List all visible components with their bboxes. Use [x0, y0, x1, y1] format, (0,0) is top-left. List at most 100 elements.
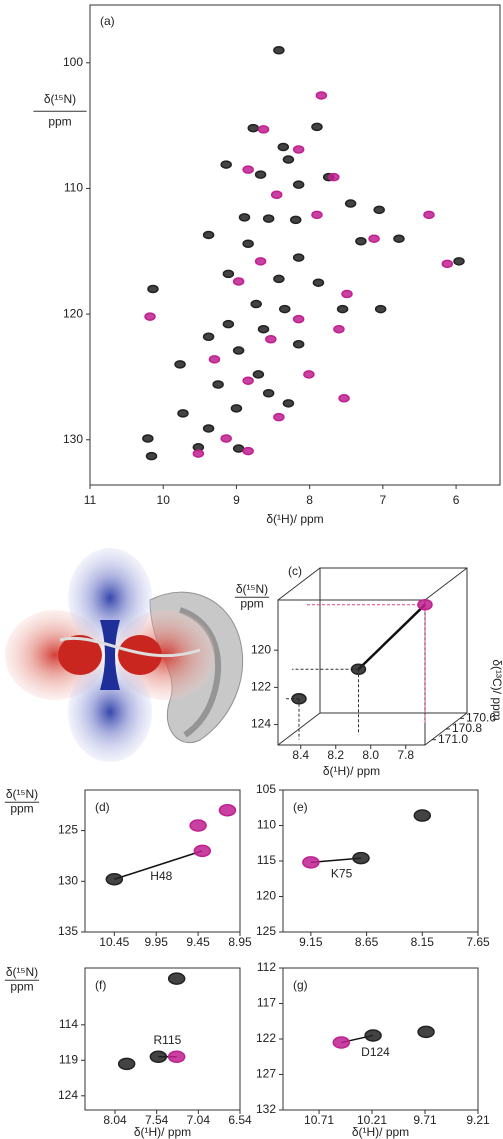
y-tick-label: 105 — [256, 782, 276, 796]
frame — [89, 4, 501, 486]
y-tick-label: 100 — [63, 55, 83, 69]
x-tick-label: 8 — [306, 493, 313, 507]
peak — [292, 253, 305, 262]
peak — [292, 145, 305, 154]
peak — [417, 598, 433, 611]
peak — [222, 319, 235, 329]
y-tick-label: 115 — [257, 853, 276, 867]
x-tick-label: 7.54 — [145, 1113, 169, 1127]
z-tick-label: 171.0 — [438, 732, 468, 746]
peak — [220, 434, 232, 443]
peak — [453, 257, 465, 266]
shift-link — [357, 603, 426, 671]
peak — [374, 304, 387, 314]
x-tick-label: 7.8 — [397, 748, 414, 762]
peak — [167, 1050, 186, 1063]
x-tick-label: 10.21 — [357, 1113, 387, 1127]
x-tick-label: 8.65 — [355, 935, 379, 949]
peak — [232, 277, 245, 286]
peak — [368, 234, 380, 243]
frame — [282, 967, 479, 1111]
peak — [344, 199, 357, 208]
peak — [212, 380, 224, 389]
peak — [202, 424, 215, 433]
peak — [247, 123, 260, 133]
peak — [177, 409, 189, 418]
peak — [144, 312, 156, 321]
y-tick-label: 124 — [251, 717, 271, 731]
x-axis-label: δ(¹H)/ ppm — [352, 1125, 409, 1139]
cube-edge — [424, 567, 468, 601]
peak — [149, 1050, 168, 1063]
peak — [193, 844, 212, 858]
peak — [250, 299, 262, 309]
y-tick-label: 127 — [256, 1067, 276, 1081]
peak — [364, 1029, 382, 1042]
peak — [270, 190, 283, 199]
x-tick-label: 9.95 — [145, 935, 169, 949]
annotation: D124 — [361, 1045, 390, 1059]
peak — [262, 389, 275, 398]
y-axis-label: δ(¹⁵N) — [236, 582, 268, 596]
peak — [189, 819, 207, 832]
y-tick-label: 130 — [58, 873, 78, 887]
peak — [333, 324, 345, 334]
x-tick-label: 8.95 — [228, 935, 252, 949]
z-axis-label: δ(¹³C)/ ppm — [490, 659, 503, 720]
x-tick-label: 9.71 — [413, 1113, 437, 1127]
y-tick-label: 125 — [256, 924, 276, 938]
panel-label: (e) — [293, 800, 308, 814]
frame — [84, 789, 241, 933]
y-axis-unit: ppm — [48, 115, 71, 129]
x-tick-label: 6.54 — [228, 1113, 252, 1127]
x-tick-label: 10.71 — [304, 1113, 334, 1127]
peak — [312, 278, 325, 287]
peak — [105, 873, 124, 886]
annotation: H48 — [150, 869, 172, 883]
peak — [341, 289, 353, 299]
panel-label: (d) — [95, 800, 110, 814]
peak — [145, 451, 158, 461]
x-tick-label: 8.15 — [411, 935, 435, 949]
peak — [273, 412, 285, 422]
peak — [252, 370, 265, 379]
peak — [273, 274, 285, 284]
peak — [265, 334, 277, 344]
peak — [238, 213, 251, 222]
x-tick-label: 9.15 — [299, 935, 323, 949]
x-axis-label: δ(¹H)/ ppm — [134, 1125, 191, 1139]
peak — [292, 180, 305, 189]
y-axis-label: δ(¹⁵N) — [6, 787, 38, 801]
panel-label: (a) — [100, 14, 115, 28]
peak — [291, 693, 307, 705]
frame-back — [319, 567, 468, 714]
peak — [302, 856, 320, 869]
peak — [262, 214, 275, 223]
frame — [277, 599, 426, 746]
panel-label: (g) — [293, 978, 308, 992]
peak — [222, 269, 235, 279]
peak — [208, 355, 221, 364]
peak — [332, 1036, 351, 1049]
peak — [289, 215, 302, 225]
annotation: K75 — [331, 866, 353, 880]
peak — [254, 170, 267, 179]
peak — [192, 449, 205, 458]
frame — [84, 967, 241, 1111]
peak — [413, 809, 432, 822]
peak — [202, 332, 215, 341]
peak — [257, 125, 270, 134]
peak — [147, 284, 159, 294]
orbital-illustration — [5, 548, 244, 762]
shift-link — [114, 850, 203, 880]
peak — [311, 210, 323, 220]
peak — [242, 165, 254, 174]
x-tick-label: 11 — [84, 493, 97, 507]
peak — [328, 172, 340, 182]
peak — [232, 346, 245, 355]
x-tick-label: 9.21 — [466, 1113, 490, 1127]
y-tick-label: 110 — [64, 181, 83, 195]
y-axis-label: δ(¹⁵N) — [44, 92, 76, 106]
x-tick-label: 9 — [233, 493, 240, 507]
